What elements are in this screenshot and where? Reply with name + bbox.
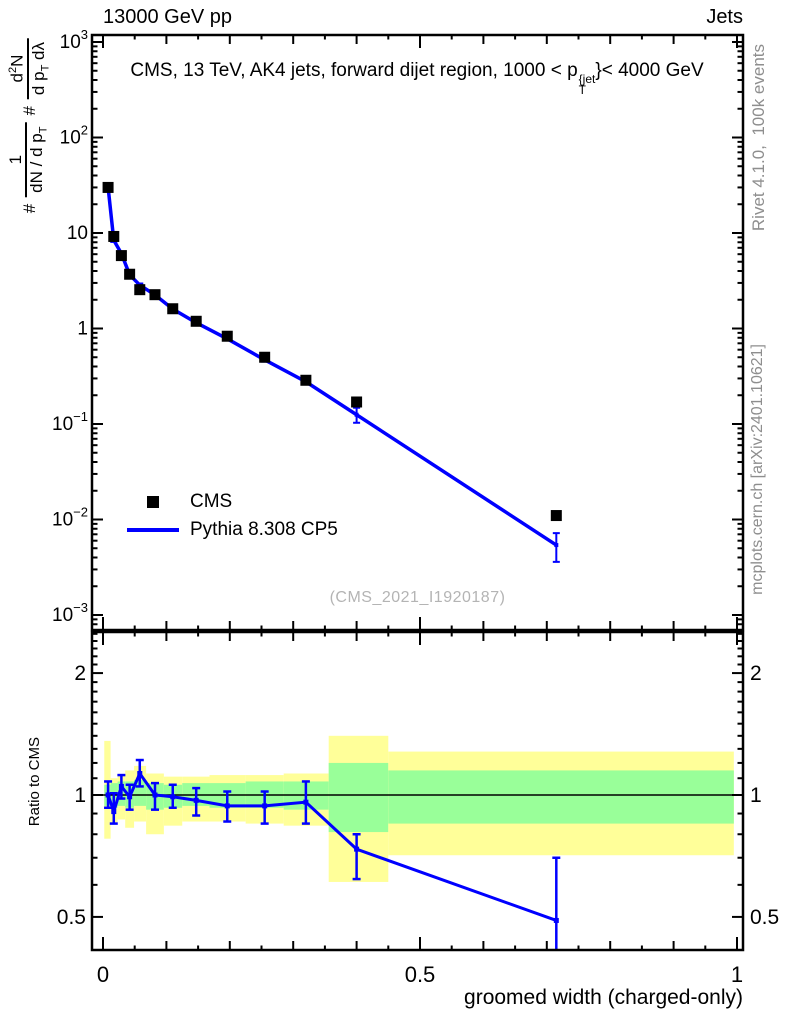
x-axis-title: groomed width (charged-only) [464,986,743,1009]
ratio-point-marker [111,809,117,815]
ratio-tick-label-left: 0.5 [57,906,86,929]
ratio-frame [90,630,745,952]
axis-ticks [92,35,743,950]
ratio-tick-label-left: 2 [74,662,86,685]
mcplots-reference-note: mcplots.cern.ch [arXiv:2401.10621] [749,344,766,595]
ratio-point-marker [303,799,309,805]
ratio-point-marker [193,797,199,803]
ratio-point-marker [224,803,230,809]
cms-data-marker [149,289,161,301]
axis-tick-labels: 10−3 10−2 10−1 1 10 102 103 0.5 0.5 1 1 2 2 0 0.5 1 [52,27,779,987]
ratio-point-marker [105,792,111,798]
header-beam-label: 13000 GeV pp [103,6,232,28]
pythia-line-sample [127,528,179,532]
cms-data-marker [351,396,363,408]
header-analysis-group-label: Jets [706,6,743,28]
hash-symbol: # [19,106,39,116]
cms-data-marker [167,303,179,315]
uncertainty-band-inner [388,770,734,824]
ratio-tick-label-right: 2 [750,662,762,685]
cms-data-marker [102,181,114,193]
cms-data-marker [124,268,136,280]
ratio-axis-label: Ratio to CMS [26,737,43,827]
cms-data-marker [108,230,120,242]
hash-symbol: # [19,203,39,214]
cms-data-marker [134,284,146,296]
uncertainty-bands [104,735,734,882]
cms-data-marker [221,330,233,342]
cms-data-points [102,181,562,522]
plot-title-prefix: CMS, 13 TeV, AK4 jets, forward dijet reg… [130,60,578,81]
rivet-version-note: Rivet 4.1.0, 100k events [749,44,768,232]
legend-item-cms: CMS [125,488,338,516]
pythia-point-marker [354,412,359,417]
y-tick-label: 103 [60,27,88,53]
plot-title-suffix: }< 4000 GeV [595,60,704,81]
legend-label-cms: CMS [190,491,233,512]
ratio-point-marker [354,846,360,852]
ratio-point-marker [127,794,133,800]
legend-item-pythia: Pythia 8.308 CP5 [125,516,338,544]
ratio-point-marker [137,771,143,777]
cms-data-marker [115,250,127,262]
x-tick-label: 0 [97,962,109,987]
differential-fraction: d2N d pT dλ [4,38,55,100]
analysis-id-watermark: (CMS_2021_I1920187) [329,589,506,606]
legend: CMS Pythia 8.308 CP5 [125,488,338,544]
ratio-point-marker [152,792,158,798]
cms-data-marker [190,315,202,327]
ratio-series [104,758,561,950]
pt-subscript: T [578,83,586,97]
ratio-tick-label-right: 1 [750,784,762,807]
cms-data-marker [259,351,271,363]
y-tick-label: 102 [60,123,88,149]
cms-square-marker-sample [147,496,159,508]
y-tick-label: 10−1 [52,409,88,435]
cms-data-marker [300,374,312,386]
pt-superscript: {jet [578,72,596,86]
y-tick-label: 10 [67,223,88,244]
ratio-point-marker [262,803,268,809]
x-tick-label: 0.5 [405,962,436,987]
ratio-point-marker [553,917,559,923]
ratio-point-marker [170,794,176,800]
plot-title: CMS, 13 TeV, AK4 jets, forward dijet reg… [49,60,785,96]
y-tick-label: 10−3 [52,600,88,626]
legend-label-pythia: Pythia 8.308 CP5 [190,519,338,540]
ratio-tick-label-left: 1 [74,784,86,807]
y-axis-label: # 1 dN / d pT # d2N d pT dλ [4,38,55,213]
uncertainty-band-inner [328,762,389,833]
normalization-fraction: 1 dN / d pT [5,122,53,197]
y-tick-label: 10−2 [52,505,88,531]
pythia-point-marker [554,543,559,548]
ratio-point-marker [118,783,124,789]
cms-data-marker [550,510,562,522]
pt-jet-supsub: {jet T [578,72,596,97]
ratio-tick-label-right: 0.5 [750,906,779,929]
x-tick-label: 1 [731,962,743,987]
y-tick-label: 1 [77,319,88,340]
